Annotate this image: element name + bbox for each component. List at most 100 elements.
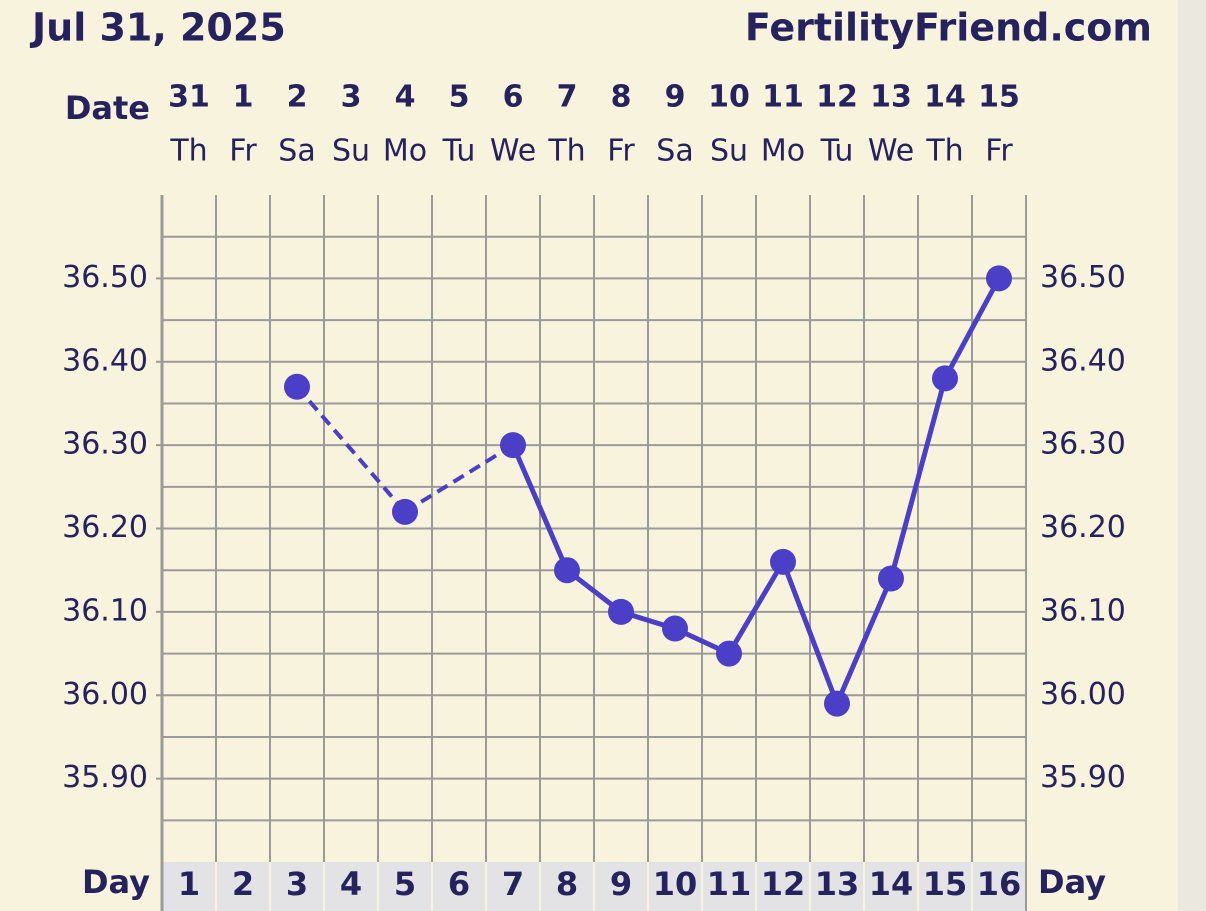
day-number: 1 <box>178 865 200 903</box>
date-number: 4 <box>395 80 416 115</box>
day-number: 9 <box>610 865 632 903</box>
weekday: Th <box>547 134 585 169</box>
day-number: 8 <box>556 865 578 903</box>
day-label: Day <box>82 863 150 901</box>
day-number: 11 <box>707 865 752 903</box>
y-tick-label: 36.30 <box>62 427 148 462</box>
date-number: 12 <box>816 80 858 115</box>
day-number: 16 <box>977 865 1022 903</box>
date-number: 2 <box>287 80 308 115</box>
y-tick-label-right: 36.40 <box>1040 343 1126 378</box>
weekday: Fr <box>607 134 635 169</box>
weekday: Mo <box>761 134 805 169</box>
weekday: Th <box>169 134 207 169</box>
day-number: 2 <box>232 865 254 903</box>
weekday: We <box>490 134 536 169</box>
temp-point <box>392 498 418 525</box>
date-number: 1 <box>233 80 254 115</box>
temp-point <box>284 373 310 400</box>
y-tick-label-right: 36.00 <box>1040 677 1126 712</box>
site-name: FertilityFriend.com <box>745 6 1152 50</box>
date-number: 31 <box>168 80 210 115</box>
y-tick-label: 36.00 <box>62 677 148 712</box>
y-tick-label-right: 35.90 <box>1040 760 1126 795</box>
temp-point <box>662 615 688 642</box>
side-strip <box>1178 0 1206 911</box>
day-cell <box>919 862 971 911</box>
day-cell <box>541 862 593 911</box>
temp-point <box>608 598 634 625</box>
date-number: 15 <box>978 80 1020 115</box>
day-number: 13 <box>815 865 860 903</box>
weekday: Fr <box>985 134 1013 169</box>
date-number: 3 <box>341 80 362 115</box>
temp-point <box>770 548 796 575</box>
date-number: 14 <box>924 80 966 115</box>
gap-bridge <box>295 385 407 514</box>
weekday: Mo <box>383 134 427 169</box>
day-number: 3 <box>286 865 308 903</box>
date-label: Date <box>65 89 150 127</box>
date-number: 7 <box>557 80 578 115</box>
day-cell <box>649 862 701 911</box>
temp-point <box>716 640 742 667</box>
weekday: Fr <box>229 134 257 169</box>
day-cell <box>595 862 647 911</box>
day-cell <box>757 862 809 911</box>
temp-point <box>554 557 580 584</box>
day-cell <box>865 862 917 911</box>
weekday: Tu <box>442 134 476 169</box>
day-cell <box>973 862 1025 911</box>
y-tick-label-right: 36.10 <box>1040 593 1126 628</box>
day-cell <box>379 862 431 911</box>
weekday: Sa <box>656 134 693 169</box>
weekday: We <box>868 134 914 169</box>
day-number: 5 <box>394 865 416 903</box>
weekday: Su <box>332 134 370 169</box>
temp-point <box>500 432 526 459</box>
day-number: 4 <box>340 865 362 903</box>
day-cell <box>163 862 215 911</box>
y-tick-label-right: 36.30 <box>1040 427 1126 462</box>
day-cell <box>325 862 377 911</box>
temp-point <box>878 565 904 592</box>
date-number: 5 <box>449 80 470 115</box>
y-tick-label-right: 36.50 <box>1040 260 1126 295</box>
y-tick-label: 36.20 <box>62 510 148 545</box>
day-cell <box>433 862 485 911</box>
day-number: 7 <box>502 865 524 903</box>
temp-line <box>510 277 1002 711</box>
day-cell <box>811 862 863 911</box>
temp-point <box>932 365 958 392</box>
y-tick-label: 36.10 <box>62 593 148 628</box>
weekday: Tu <box>820 134 854 169</box>
day-cell <box>271 862 323 911</box>
weekday: Su <box>710 134 748 169</box>
date-number: 13 <box>870 80 912 115</box>
day-number: 10 <box>653 865 698 903</box>
weekday: Sa <box>278 134 315 169</box>
date-number: 9 <box>665 80 686 115</box>
date-number: 6 <box>503 80 524 115</box>
date-number: 8 <box>611 80 632 115</box>
day-number: 14 <box>869 865 914 903</box>
date-number: 10 <box>708 80 750 115</box>
chart-title: Jul 31, 2025 <box>29 6 286 50</box>
day-cell <box>217 862 269 911</box>
day-cell <box>487 862 539 911</box>
weekday: Th <box>925 134 963 169</box>
y-tick-label: 36.50 <box>62 260 148 295</box>
gap-bridge <box>403 443 515 514</box>
day-label: Day <box>1038 863 1106 901</box>
day-number: 12 <box>761 865 806 903</box>
y-tick-label-right: 36.20 <box>1040 510 1126 545</box>
day-cell <box>703 862 755 911</box>
date-number: 11 <box>762 80 804 115</box>
day-number: 15 <box>923 865 968 903</box>
y-tick-label: 35.90 <box>62 760 148 795</box>
temp-point <box>986 265 1012 292</box>
temp-point <box>824 690 850 717</box>
day-number: 6 <box>448 865 470 903</box>
y-tick-label: 36.40 <box>62 343 148 378</box>
